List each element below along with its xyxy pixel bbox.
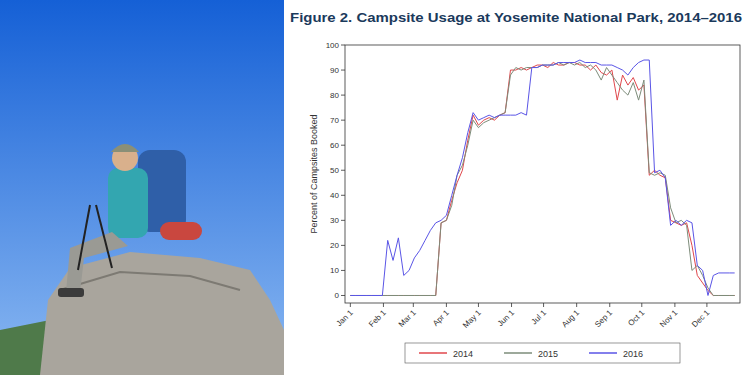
y-tick-label: 60	[330, 141, 339, 150]
y-tick	[341, 195, 345, 196]
legend-label: 2016	[623, 349, 643, 359]
jacket	[108, 168, 148, 238]
y-tick	[341, 170, 345, 171]
y-tick	[341, 295, 345, 296]
y-tick-label: 50	[330, 166, 339, 175]
x-tick	[383, 303, 384, 307]
boot	[58, 288, 84, 297]
series-line	[350, 63, 734, 296]
y-axis-label: Percent of Campsites Booked	[309, 114, 319, 233]
series-line	[350, 63, 734, 296]
trekking-pole	[96, 205, 112, 268]
legend-swatch	[504, 352, 532, 354]
x-tick	[641, 303, 642, 307]
x-tick	[576, 303, 577, 307]
y-tick-label: 70	[330, 116, 339, 125]
x-tick-label: Feb 1	[367, 308, 388, 329]
y-tick-label: 20	[330, 241, 339, 250]
x-tick-label: Apr 1	[431, 308, 451, 328]
sleeping-mat	[160, 222, 202, 240]
rock-crack	[60, 272, 240, 290]
hat	[111, 144, 139, 152]
x-tick	[674, 303, 675, 307]
y-tick-label: 30	[330, 216, 339, 225]
y-tick	[341, 220, 345, 221]
legend-box	[405, 343, 680, 363]
y-tick-label: 10	[330, 266, 339, 275]
y-tick	[341, 70, 345, 71]
x-tick	[543, 303, 544, 307]
x-tick	[706, 303, 707, 307]
x-tick-label: Nov 1	[658, 308, 680, 330]
trekking-pole	[78, 205, 90, 270]
legend-label: 2014	[453, 349, 473, 359]
x-tick-label: Sep 1	[593, 308, 615, 330]
y-tick-label: 0	[335, 291, 340, 300]
x-tick-label: May 1	[461, 308, 483, 330]
plot-frame	[345, 45, 740, 303]
y-tick-label: 90	[330, 66, 339, 75]
x-tick	[511, 303, 512, 307]
y-tick	[341, 270, 345, 271]
y-tick	[341, 145, 345, 146]
x-tick-label: Jun 1	[496, 308, 517, 329]
title: Figure 2. Campsite Usage at Yosemite Nat…	[290, 10, 742, 25]
legs	[66, 232, 128, 292]
legend-label: 2015	[538, 349, 558, 359]
y-tick-label: 80	[330, 91, 339, 100]
chart: Figure 2. Campsite Usage at Yosemite Nat…	[290, 10, 742, 363]
lines	[350, 60, 734, 295]
x-tick-label: Jan 1	[335, 308, 356, 329]
series-line	[350, 60, 734, 295]
y-tick	[341, 45, 345, 46]
y-tick-label: 100	[326, 41, 340, 50]
x-tick-label: Oct 1	[626, 308, 646, 328]
x-tick-label: Dec 1	[690, 308, 712, 330]
legend-swatch	[419, 352, 447, 354]
y-tick	[341, 95, 345, 96]
x-tick	[446, 303, 447, 307]
legend: 2014 2015 2016	[405, 343, 680, 363]
x-tick-label: Mar 1	[397, 308, 418, 329]
x-tick	[609, 303, 610, 307]
y-tick	[341, 120, 345, 121]
x-tick	[350, 303, 351, 307]
x-tick	[478, 303, 479, 307]
y-tick-label: 40	[330, 191, 339, 200]
page: Figure 2. Campsite Usage at Yosemite Nat…	[0, 0, 750, 375]
y-tick	[341, 245, 345, 246]
head	[112, 145, 138, 171]
photo	[0, 0, 284, 375]
legend-swatch	[589, 352, 617, 354]
sky	[0, 0, 284, 375]
x-tick	[413, 303, 414, 307]
x-tick-label: Jul 1	[530, 308, 549, 327]
x-tick-label: Aug 1	[560, 308, 582, 330]
